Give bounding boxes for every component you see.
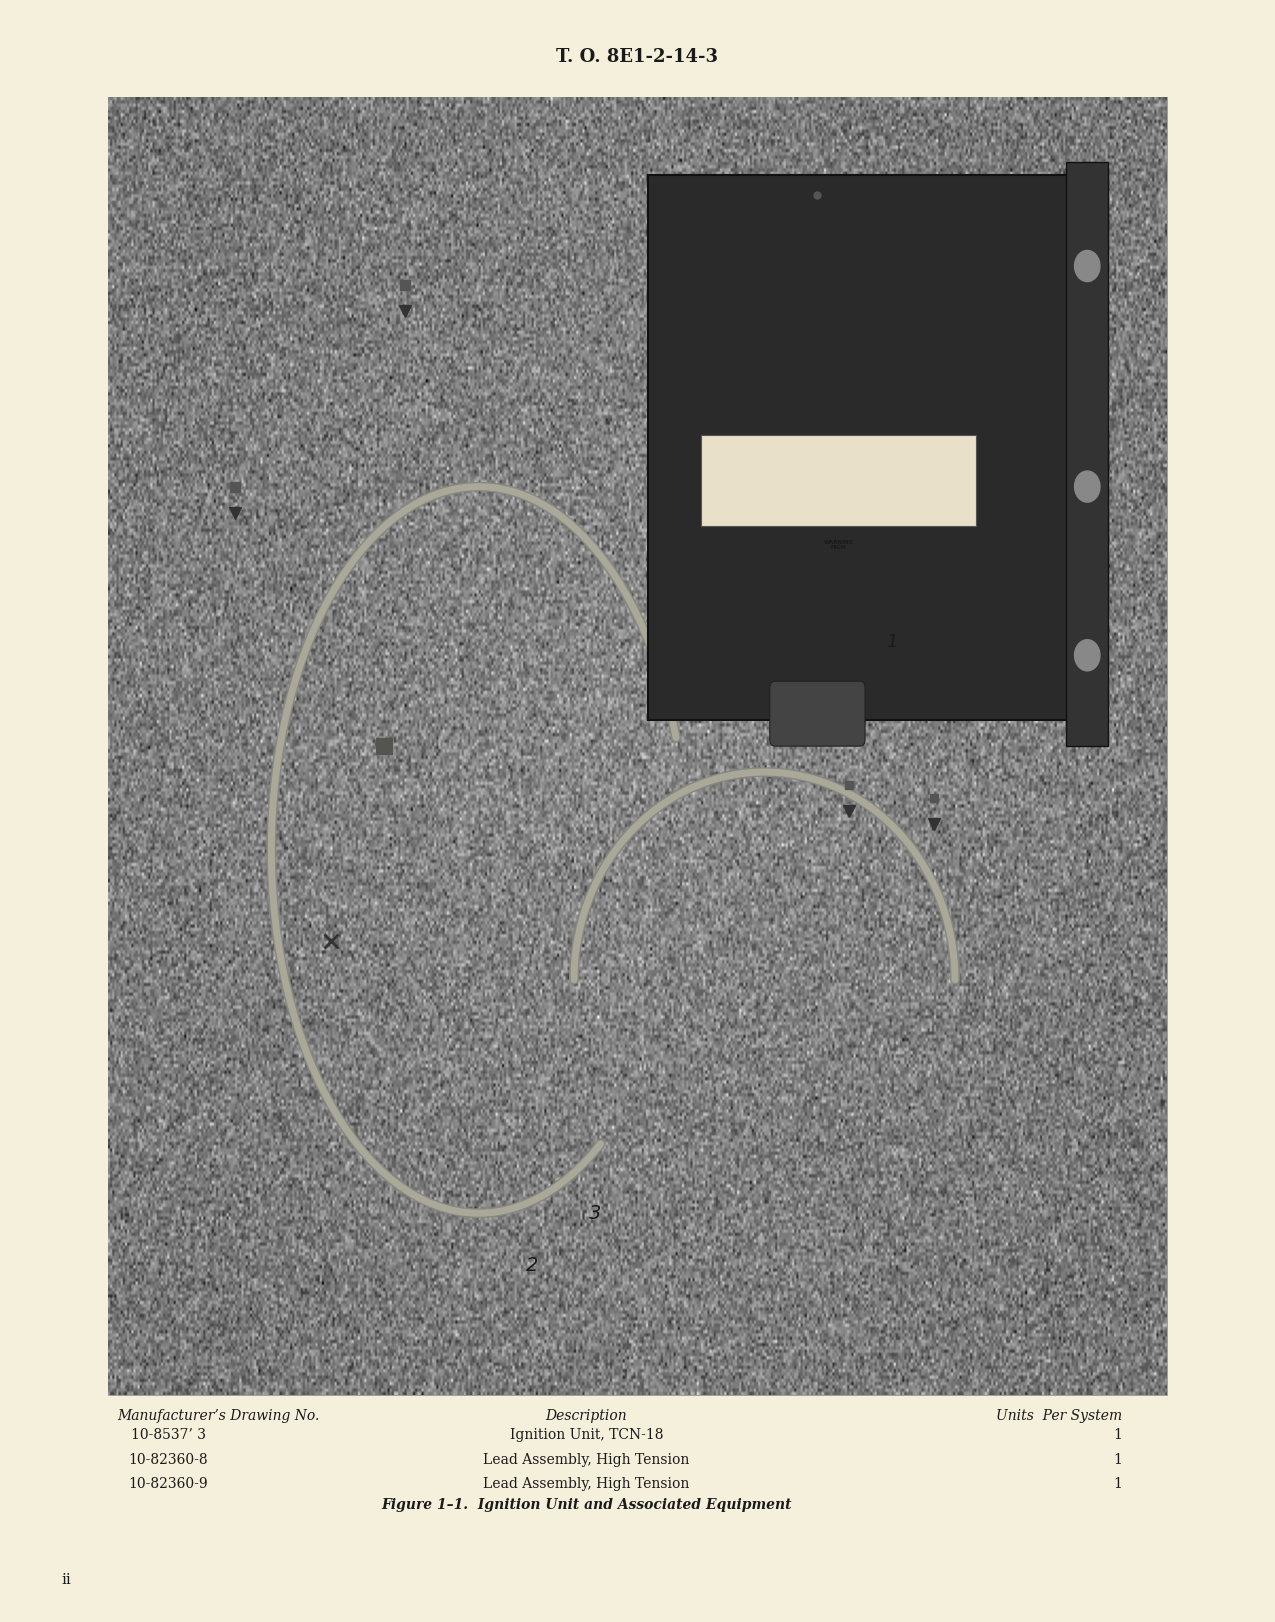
Text: 2: 2 (525, 1255, 538, 1275)
Text: Figure 1–1.  Ignition Unit and Associated Equipment: Figure 1–1. Ignition Unit and Associated… (381, 1499, 792, 1512)
Text: Description: Description (546, 1410, 627, 1422)
FancyBboxPatch shape (1066, 162, 1108, 746)
Circle shape (1075, 250, 1100, 282)
Text: 1: 1 (1113, 1453, 1122, 1466)
Text: Ignition Unit, TCN-18: Ignition Unit, TCN-18 (510, 1429, 663, 1442)
FancyBboxPatch shape (701, 435, 977, 526)
FancyBboxPatch shape (648, 175, 1093, 720)
Circle shape (1075, 470, 1100, 503)
Text: 10-82360-8: 10-82360-8 (129, 1453, 208, 1466)
Text: Units  Per System: Units Per System (996, 1410, 1122, 1422)
Text: Lead Assembly, High Tension: Lead Assembly, High Tension (483, 1453, 690, 1466)
Text: WARNING
HIGH: WARNING HIGH (824, 540, 854, 550)
Text: 3: 3 (589, 1204, 602, 1223)
Text: Manufacturer’s Drawing No.: Manufacturer’s Drawing No. (117, 1410, 320, 1422)
Text: 1: 1 (886, 633, 898, 652)
Text: ii: ii (61, 1573, 71, 1586)
Text: 10-82360-9: 10-82360-9 (129, 1478, 208, 1491)
Text: T. O. 8E1-2-14-3: T. O. 8E1-2-14-3 (556, 47, 719, 67)
Text: Lead Assembly, High Tension: Lead Assembly, High Tension (483, 1478, 690, 1491)
Text: 1: 1 (1113, 1429, 1122, 1442)
FancyBboxPatch shape (108, 97, 1167, 1395)
Text: 10-8537’ 3: 10-8537’ 3 (131, 1429, 205, 1442)
Circle shape (1075, 639, 1100, 672)
FancyBboxPatch shape (770, 681, 864, 746)
Text: 1: 1 (1113, 1478, 1122, 1491)
